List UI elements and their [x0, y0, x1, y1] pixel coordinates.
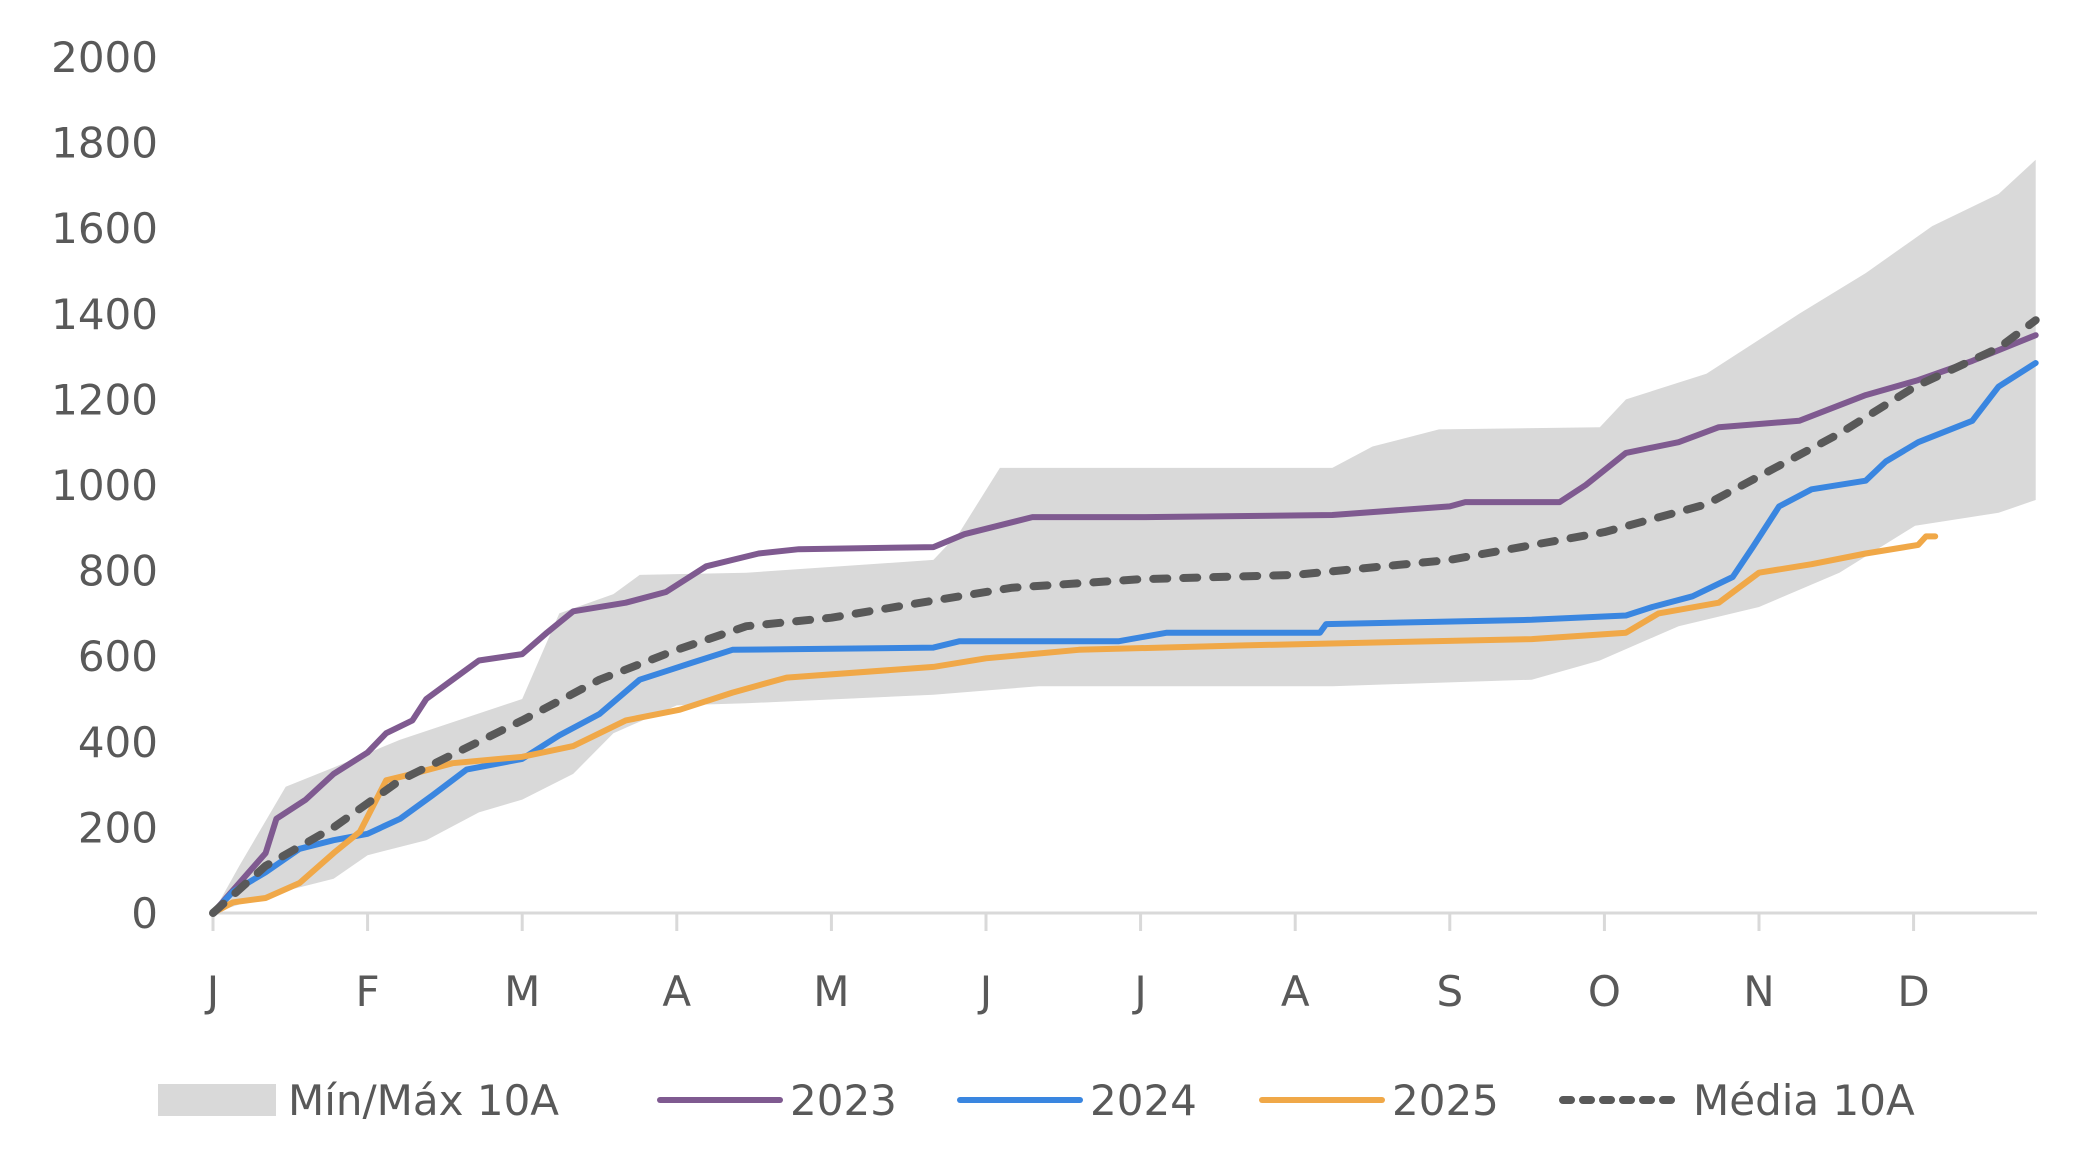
- legend-label: Mín/Máx 10A: [288, 1076, 559, 1125]
- x-tick-label: N: [1743, 967, 1774, 1016]
- x-tick-label: M: [813, 967, 849, 1016]
- x-tick-label: D: [1897, 967, 1929, 1016]
- y-tick-label: 1200: [51, 375, 158, 424]
- y-tick-label: 200: [78, 803, 158, 852]
- x-tick-label: J: [1131, 967, 1146, 1016]
- legend-label: 2025: [1392, 1076, 1499, 1125]
- y-tick-label: 0: [131, 889, 158, 938]
- series-line-m-dia-10a: [209, 316, 2040, 917]
- x-tick-label: M: [504, 967, 540, 1016]
- series-line-2024: [210, 360, 2039, 916]
- min-max-band-area: [213, 159, 2036, 913]
- series-line-2023: [210, 332, 2039, 916]
- legend-swatch-band: [158, 1084, 276, 1116]
- y-tick-label: 1800: [51, 119, 158, 168]
- x-tick-label: S: [1436, 967, 1463, 1016]
- x-tick-label: J: [204, 967, 219, 1016]
- min-max-band-layer: [213, 159, 2036, 913]
- series-layer: [209, 316, 2040, 917]
- legend-item: 2025: [1259, 1076, 1499, 1125]
- y-tick-label: 2000: [51, 33, 158, 82]
- y-tick-label: 400: [78, 718, 158, 767]
- legend-item: 2023: [657, 1076, 897, 1125]
- x-axis: [211, 911, 2037, 931]
- y-axis-tick-labels: 0 200 400 600 800 1000 1200 1400 1600 1800 2000: [51, 33, 158, 938]
- legend-item: 2024: [957, 1076, 1197, 1125]
- x-tick-label: F: [356, 967, 380, 1016]
- legend-item: Média 10A: [1559, 1076, 1915, 1125]
- y-tick-label: 600: [78, 632, 158, 681]
- legend-label: Média 10A: [1693, 1076, 1915, 1125]
- y-tick-label: 1600: [51, 204, 158, 253]
- legend-label: 2024: [1090, 1076, 1197, 1125]
- legend-label: 2023: [790, 1076, 897, 1125]
- y-tick-label: 800: [78, 547, 158, 596]
- x-tick-label: O: [1588, 967, 1621, 1016]
- legend: Mín/Máx 10A 2023 2024 2025 Média 10A: [158, 1076, 1915, 1125]
- x-tick-label: J: [977, 967, 992, 1016]
- series-line-2025: [210, 533, 1939, 916]
- y-tick-label: 1000: [51, 461, 158, 510]
- y-tick-label: 1400: [51, 290, 158, 339]
- x-tick-label: A: [662, 967, 691, 1016]
- legend-item: Mín/Máx 10A: [158, 1076, 559, 1125]
- x-tick-label: A: [1281, 967, 1310, 1016]
